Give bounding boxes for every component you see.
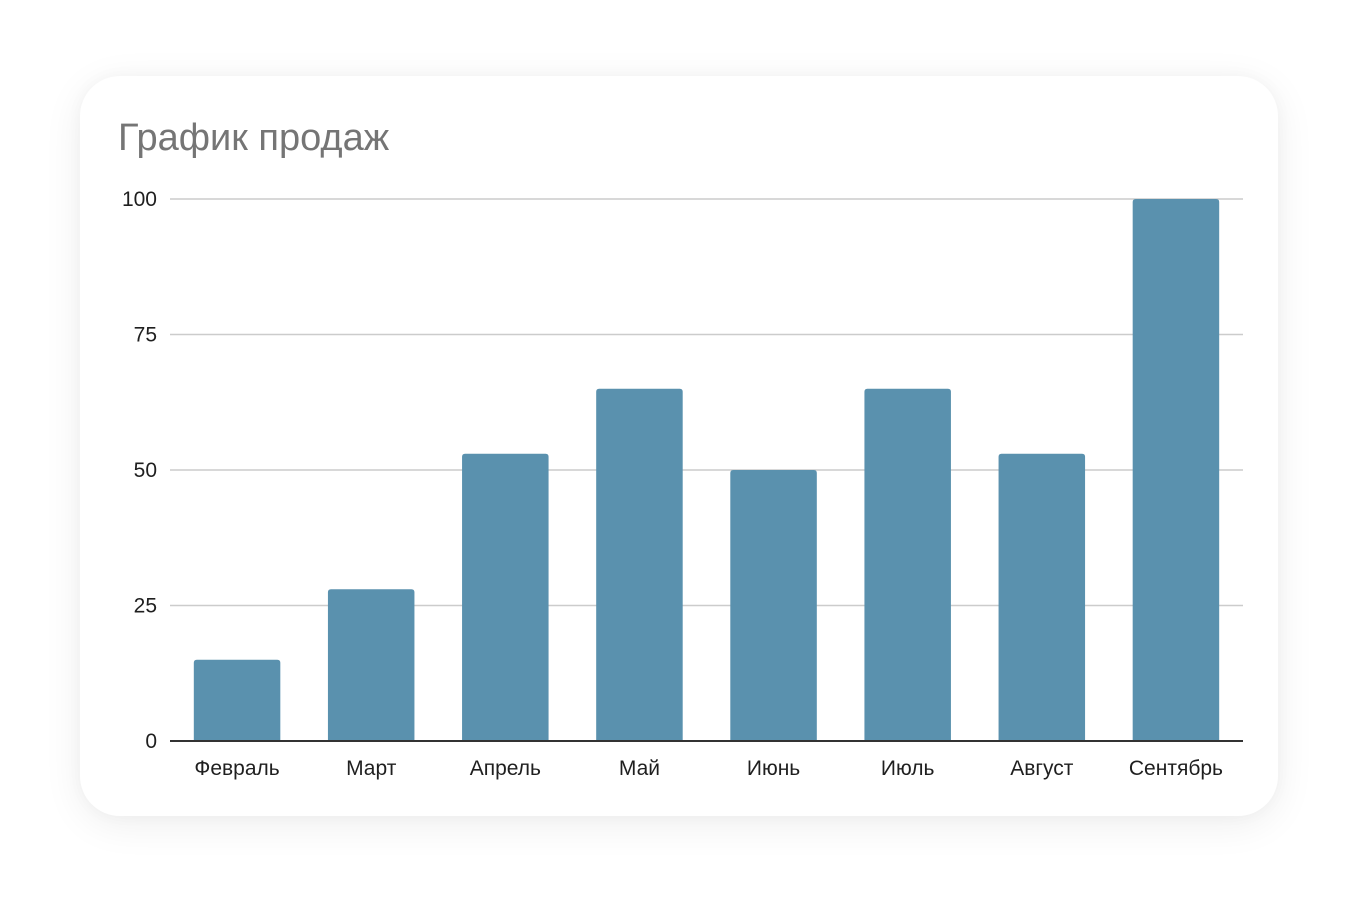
x-tick-label: Май: [619, 757, 660, 780]
x-tick-label: Сентябрь: [1129, 757, 1223, 780]
x-tick-label: Апрель: [470, 757, 541, 780]
bar-4: [596, 388, 683, 741]
x-tick-label: Июль: [881, 757, 935, 780]
bars: [193, 199, 1220, 741]
bar-2: [327, 589, 415, 741]
bar-5: [730, 470, 817, 741]
bar-7: [998, 453, 1086, 741]
bar-8: [1132, 199, 1220, 741]
bar-6: [864, 388, 951, 741]
x-tick-label: Август: [1010, 757, 1074, 780]
x-tick-label: Февраль: [194, 757, 279, 780]
y-tick-label: 50: [134, 459, 157, 482]
bar-3: [462, 453, 549, 741]
chart-title: График продаж: [118, 117, 390, 159]
y-tick-label: 25: [134, 595, 157, 618]
y-tick-labels: 0 25 50 75 100: [122, 188, 157, 753]
y-tick-label: 75: [134, 324, 157, 347]
y-tick-label: 0: [145, 730, 157, 753]
bar-1: [193, 659, 281, 741]
x-tick-label: Июнь: [747, 757, 800, 780]
y-tick-label: 100: [122, 188, 157, 211]
x-tick-labels: Февраль Март Апрель Май Июнь Июль Август Сентяб…: [194, 757, 1223, 780]
x-tick-label: Март: [346, 757, 397, 780]
